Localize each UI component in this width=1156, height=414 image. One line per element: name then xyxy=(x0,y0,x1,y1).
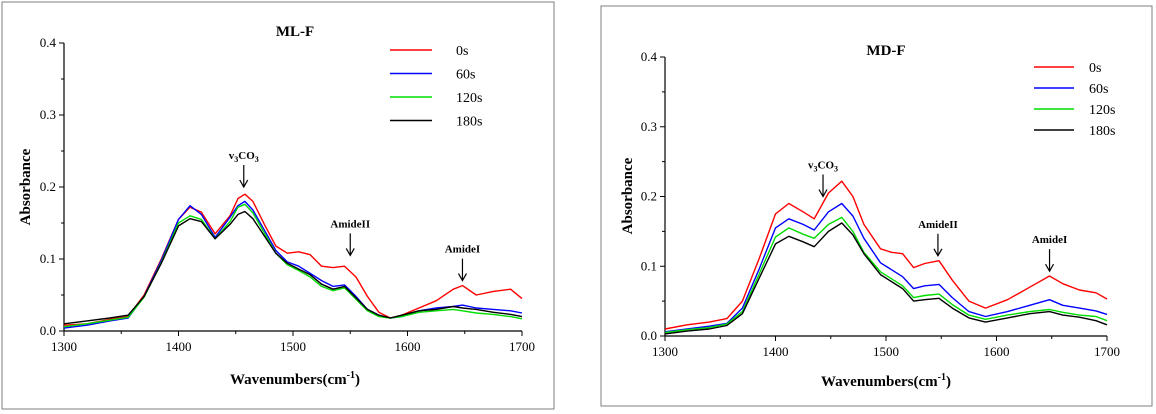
x-tick-label: 1500 xyxy=(280,339,306,354)
annotation-arrowhead xyxy=(818,189,828,198)
series-line-120s xyxy=(63,203,523,328)
legend-label-120s: 120s xyxy=(456,91,482,106)
y-tick-label: 0.0 xyxy=(641,328,657,343)
chart-title: MD-F xyxy=(866,43,905,59)
series-line-60s xyxy=(63,200,523,329)
legend-label-60s: 60s xyxy=(1089,82,1108,97)
chart-title: ML-F xyxy=(276,24,314,40)
annotation-label: AmideI xyxy=(445,244,480,256)
annotation-label: AmideI xyxy=(1032,234,1067,246)
series-line-180s xyxy=(664,222,1108,335)
legend-label-180s: 180s xyxy=(1089,124,1115,139)
chart-md-f: 0.0 0.1 0.2 0.3 0.4 1300 1400 1500 1600 1700 MD-F A… xyxy=(620,43,1120,390)
annotation-arrowhead xyxy=(933,248,943,257)
x-tick-label: 1600 xyxy=(984,344,1010,359)
x-tick-label: 1700 xyxy=(509,339,535,354)
legend-label-0s: 0s xyxy=(456,44,468,59)
annotation-label: v3CO3 xyxy=(229,150,259,164)
y-axis-label: Absorbance xyxy=(620,157,636,234)
x-tick-label: 1500 xyxy=(873,344,899,359)
x-axis-label: Wavenumbers(cm-1) xyxy=(230,370,360,388)
y-tick-label: 0.3 xyxy=(641,119,657,134)
legend-label-60s: 60s xyxy=(456,68,475,83)
x-tick-label: 1700 xyxy=(1094,344,1120,359)
annotation-label: v3CO3 xyxy=(808,160,838,174)
x-tick-label: 1300 xyxy=(652,344,678,359)
x-tick-label: 1400 xyxy=(166,339,192,354)
series-line-0s xyxy=(664,180,1108,330)
legend-label-180s: 180s xyxy=(456,115,482,130)
y-tick-label: 0.2 xyxy=(40,179,56,194)
annotation-arrowhead xyxy=(457,273,467,282)
x-tick-label: 1400 xyxy=(763,344,789,359)
y-tick-label: 0.1 xyxy=(641,258,657,273)
x-axis-label: Wavenumbers(cm-1) xyxy=(821,372,951,390)
series-line-120s xyxy=(664,216,1108,334)
annotation-arrowhead xyxy=(239,179,249,189)
x-tick-label: 1300 xyxy=(51,339,77,354)
left-panel-frame xyxy=(1,1,555,410)
y-tick-label: 0.3 xyxy=(40,107,56,122)
series-line-60s xyxy=(664,202,1108,333)
annotation-arrowhead xyxy=(1045,263,1055,273)
right-panel-frame xyxy=(600,5,1153,407)
y-tick-label: 0.1 xyxy=(40,251,56,266)
y-tick-label: 0.4 xyxy=(40,35,57,50)
x-tick-label: 1600 xyxy=(395,339,421,354)
y-tick-label: 0.0 xyxy=(40,323,56,338)
y-tick-label: 0.2 xyxy=(641,189,657,204)
annotation-label: AmideII xyxy=(918,219,958,231)
chart-ml-f: 0.0 0.1 0.2 0.3 0.4 1300 1400 1500 1600 1700 ML-F A… xyxy=(18,24,535,388)
series-line-180s xyxy=(63,210,523,325)
legend-label-0s: 0s xyxy=(1089,61,1101,76)
legend-label-120s: 120s xyxy=(1089,103,1115,118)
annotation-arrowhead xyxy=(345,248,355,257)
y-tick-label: 0.4 xyxy=(641,49,658,64)
y-axis-label: Absorbance xyxy=(18,148,34,225)
annotation-label: AmideII xyxy=(330,218,370,230)
